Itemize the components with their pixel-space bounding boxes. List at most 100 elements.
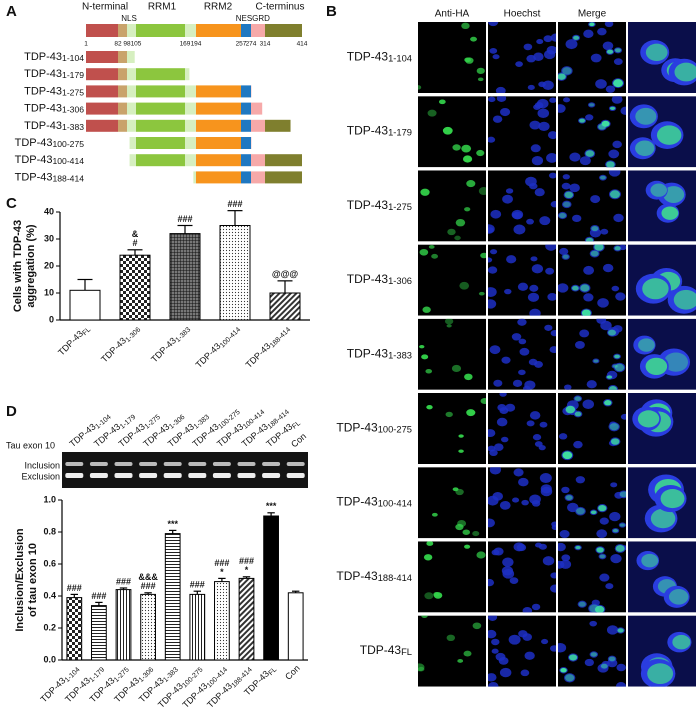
cell (613, 79, 624, 88)
construct-segment (127, 102, 136, 115)
domain-label: RRM1 (148, 2, 177, 13)
construct-segment (241, 171, 251, 184)
nucleus (572, 214, 582, 223)
y-tick-label: 0.4 (43, 590, 56, 600)
cell (599, 554, 606, 559)
position-label: 169 (180, 41, 191, 48)
micrograph (628, 393, 696, 464)
nucleus (611, 285, 620, 292)
nucleus (565, 39, 578, 50)
nucleus (490, 209, 502, 219)
nucleus (525, 176, 537, 187)
significance-label: &&& (138, 572, 158, 582)
bar (69, 289, 101, 321)
micrograph (628, 467, 696, 539)
cell (470, 36, 477, 42)
cell (615, 544, 625, 552)
nucleus (511, 212, 520, 218)
y-tick-label: 30 (44, 233, 54, 243)
nucleus (529, 120, 541, 130)
nucleus (497, 404, 507, 411)
nucleus (608, 170, 621, 177)
column-header: Hoechst (504, 9, 541, 20)
cell (573, 35, 580, 40)
nucleus (550, 201, 556, 208)
construct-segment (241, 154, 251, 167)
cell (656, 125, 682, 145)
cell (645, 43, 668, 62)
nucleus (531, 156, 544, 166)
construct-segment (185, 85, 196, 98)
construct-segment (193, 171, 196, 184)
construct-segment (265, 171, 302, 184)
nucleus (496, 417, 508, 427)
gel-title: Tau exon 10 (6, 440, 55, 450)
nucleus (547, 293, 556, 301)
cell (462, 155, 473, 163)
nucleus (489, 449, 498, 457)
nucleus (529, 308, 541, 316)
gel-band (139, 462, 158, 466)
domain-label: RRM2 (204, 2, 233, 13)
gel-band (262, 473, 281, 478)
bar (238, 577, 255, 661)
nucleus (512, 379, 523, 388)
cell (617, 628, 624, 633)
cell (565, 495, 573, 501)
nucleus (587, 102, 596, 108)
nucleus (561, 200, 572, 209)
nucleus (522, 633, 533, 641)
micrograph (558, 96, 626, 168)
cell (457, 520, 467, 527)
cell (562, 201, 571, 208)
nucleus (573, 440, 583, 449)
gel-band (286, 462, 305, 466)
cell (562, 67, 572, 75)
construct-segment (127, 119, 136, 132)
construct-segment (127, 51, 135, 63)
construct-segment (136, 137, 185, 149)
micrograph (628, 541, 696, 613)
y-axis-label: Cells with TDP-43 (12, 220, 24, 312)
micrograph (418, 96, 486, 168)
construct-segment (136, 68, 185, 81)
cell (672, 634, 691, 650)
nucleus (488, 299, 497, 309)
nucleus (524, 651, 535, 660)
nucleus (500, 107, 511, 117)
nucleus (517, 282, 529, 291)
domain-segment (185, 24, 196, 37)
nucleus (558, 642, 567, 653)
gel-band (212, 462, 231, 466)
nucleus (600, 320, 612, 331)
significance-label: ### (214, 558, 229, 568)
domain-segment (118, 24, 127, 37)
nucleus (512, 497, 520, 503)
cell (614, 354, 620, 359)
nucleus (518, 338, 527, 345)
construct-segment (265, 119, 291, 132)
x-tick-label: Con (283, 663, 302, 682)
cell (589, 604, 600, 613)
nucleus (584, 658, 594, 667)
cell (594, 605, 605, 613)
nucleus (550, 330, 556, 337)
cell (674, 62, 696, 82)
y-axis-label: Inclusion/Exclusion (14, 528, 26, 632)
construct-segment (241, 85, 251, 98)
position-label: 105 (131, 41, 142, 48)
gel-band (188, 462, 207, 466)
row-label: TDP-43100-275 (336, 421, 412, 435)
cell (476, 149, 485, 157)
nucleus (520, 669, 530, 677)
cell (458, 434, 464, 438)
cell (433, 592, 440, 597)
cell (637, 410, 660, 428)
nucleus (526, 420, 535, 427)
bar (189, 593, 206, 661)
cell (660, 488, 685, 509)
micrograph (558, 541, 626, 613)
micrograph (418, 467, 486, 539)
cell (478, 187, 486, 196)
nucleus (527, 84, 535, 91)
